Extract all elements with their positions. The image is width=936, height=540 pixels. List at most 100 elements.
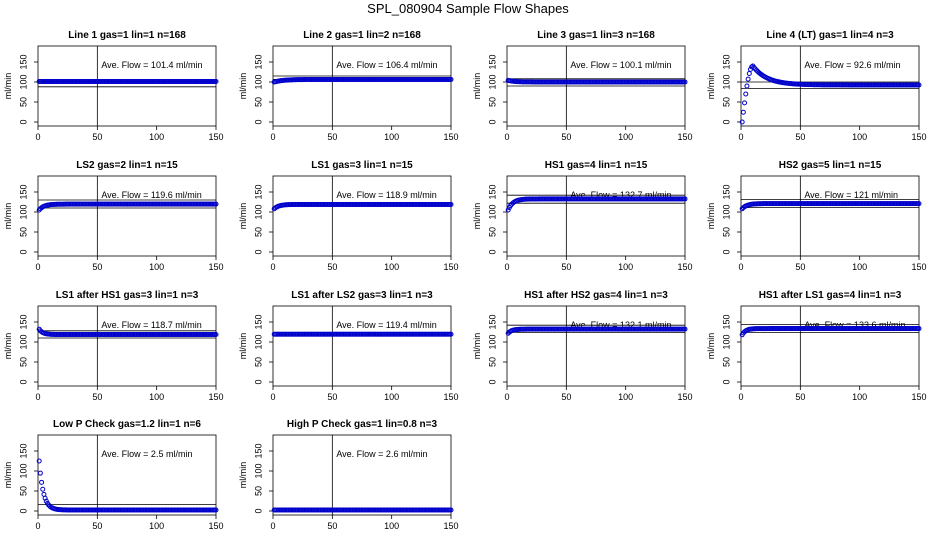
data-point <box>40 486 46 492</box>
plot-frame <box>506 175 686 257</box>
data-point <box>505 207 511 213</box>
data-point <box>448 331 454 337</box>
x-tick-label: 100 <box>384 262 399 272</box>
data-point <box>213 332 219 338</box>
y-tick-label: 150 <box>18 443 28 458</box>
average-flow-annotation: Ave. Flow = 2.5 ml/min <box>101 449 192 459</box>
x-tick-label: 0 <box>504 392 509 402</box>
plot-frame <box>506 305 686 387</box>
y-tick-label: 100 <box>487 74 497 89</box>
y-tick-label: 50 <box>721 357 731 367</box>
data-point <box>448 76 454 82</box>
y-tick-label: 0 <box>18 379 28 384</box>
y-tick-label: 100 <box>721 74 731 89</box>
average-flow-annotation: Ave. Flow = 118.9 ml/min <box>336 190 436 200</box>
x-tick-label: 150 <box>677 132 692 142</box>
x-tick-label: 100 <box>852 392 867 402</box>
x-tick-label: 0 <box>738 262 743 272</box>
average-flow-annotation: Ave. Flow = 132.1 ml/min <box>570 320 671 330</box>
y-tick-label: 150 <box>487 314 497 329</box>
x-tick-label: 50 <box>795 392 805 402</box>
y-tick-label: 150 <box>253 184 263 199</box>
y-tick-label: 150 <box>18 314 28 329</box>
plot-frame <box>272 305 452 387</box>
y-tick-label: 100 <box>253 204 263 219</box>
x-tick-label: 100 <box>384 392 399 402</box>
x-tick-label: 150 <box>208 521 223 531</box>
x-tick-label: 100 <box>149 392 164 402</box>
data-point <box>739 119 745 125</box>
data-point <box>740 109 746 115</box>
y-tick-label: 0 <box>253 379 263 384</box>
data-point <box>448 201 454 207</box>
y-tick-label: 100 <box>18 74 28 89</box>
y-tick-label: 0 <box>18 119 28 124</box>
y-axis-label: ml/min <box>706 203 716 230</box>
plot-frame <box>37 434 217 516</box>
y-tick-label: 0 <box>253 249 263 254</box>
panel-title: LS2 gas=2 lin=1 n=15 <box>76 160 178 171</box>
panel-7: HS1 gas=4 lin=1 n=15 0 50 100 150 0 50 100 150 ml… <box>472 160 693 272</box>
y-axis-label: ml/min <box>472 203 482 230</box>
panel-8: HS2 gas=5 lin=1 n=15 0 50 100 150 0 50 100 150 ml… <box>706 160 927 272</box>
x-tick-label: 150 <box>911 132 926 142</box>
data-point <box>743 91 749 97</box>
y-tick-label: 50 <box>487 227 497 237</box>
x-tick-label: 150 <box>677 392 692 402</box>
x-tick-label: 100 <box>618 262 633 272</box>
average-flow-annotation: Ave. Flow = 119.6 ml/min <box>101 190 201 200</box>
y-tick-label: 150 <box>253 443 263 458</box>
y-tick-label: 0 <box>18 508 28 513</box>
x-tick-label: 50 <box>92 132 102 142</box>
panel-3: Line 3 gas=1 lin=3 n=168 0 50 100 150 0 50 100 1… <box>472 30 693 142</box>
panel-title: HS1 after HS2 gas=4 lin=1 n=3 <box>524 290 668 301</box>
y-tick-label: 50 <box>18 486 28 496</box>
panel-title: High P Check gas=1 lin=0.8 n=3 <box>287 419 438 430</box>
average-flow-annotation: Ave. Flow = 132.7 ml/min <box>570 190 671 200</box>
x-tick-label: 100 <box>149 262 164 272</box>
y-axis-label: ml/min <box>472 73 482 100</box>
y-tick-label: 0 <box>721 379 731 384</box>
data-point <box>448 507 454 513</box>
x-tick-label: 0 <box>35 392 40 402</box>
data-point <box>36 458 42 464</box>
figure-title: SPL_080904 Sample Flow Shapes <box>367 1 569 16</box>
x-tick-label: 100 <box>618 392 633 402</box>
plot-frame <box>740 45 920 127</box>
y-axis-label: ml/min <box>706 73 716 100</box>
y-tick-label: 150 <box>721 184 731 199</box>
x-tick-label: 0 <box>35 132 40 142</box>
panel-5: LS2 gas=2 lin=1 n=15 0 50 100 150 0 50 100 150 ml… <box>3 160 224 272</box>
y-tick-label: 50 <box>721 227 731 237</box>
y-axis-label: ml/min <box>238 333 248 360</box>
y-tick-label: 50 <box>253 97 263 107</box>
data-point <box>682 196 688 202</box>
panel-9: LS1 after HS1 gas=3 lin=1 n=3 0 50 100 150 0 5… <box>3 290 224 402</box>
y-tick-label: 100 <box>487 334 497 349</box>
y-tick-label: 100 <box>253 463 263 478</box>
panel-title: LS1 after HS1 gas=3 lin=1 n=3 <box>56 290 199 301</box>
x-tick-label: 0 <box>270 521 275 531</box>
x-tick-label: 150 <box>443 521 458 531</box>
x-tick-label: 100 <box>852 132 867 142</box>
x-tick-label: 50 <box>561 132 571 142</box>
x-tick-label: 50 <box>92 521 102 531</box>
y-tick-label: 150 <box>18 54 28 69</box>
y-tick-label: 100 <box>18 463 28 478</box>
data-point <box>916 82 922 88</box>
x-tick-label: 50 <box>795 262 805 272</box>
y-tick-label: 150 <box>253 314 263 329</box>
x-tick-label: 100 <box>618 132 633 142</box>
y-tick-label: 150 <box>253 54 263 69</box>
panel-title: LS1 after LS2 gas=3 lin=1 n=3 <box>291 290 433 301</box>
x-tick-label: 150 <box>208 392 223 402</box>
average-flow-annotation: Ave. Flow = 119.4 ml/min <box>336 320 436 330</box>
panel-13: Low P Check gas=1.2 lin=1 n=6 0 50 100 150 0 5… <box>3 419 224 531</box>
plot-frame <box>740 175 920 257</box>
x-tick-label: 50 <box>327 521 337 531</box>
y-tick-label: 150 <box>721 314 731 329</box>
y-axis-label: ml/min <box>238 73 248 100</box>
plot-frame <box>37 45 217 127</box>
x-tick-label: 150 <box>677 262 692 272</box>
x-tick-label: 0 <box>35 262 40 272</box>
